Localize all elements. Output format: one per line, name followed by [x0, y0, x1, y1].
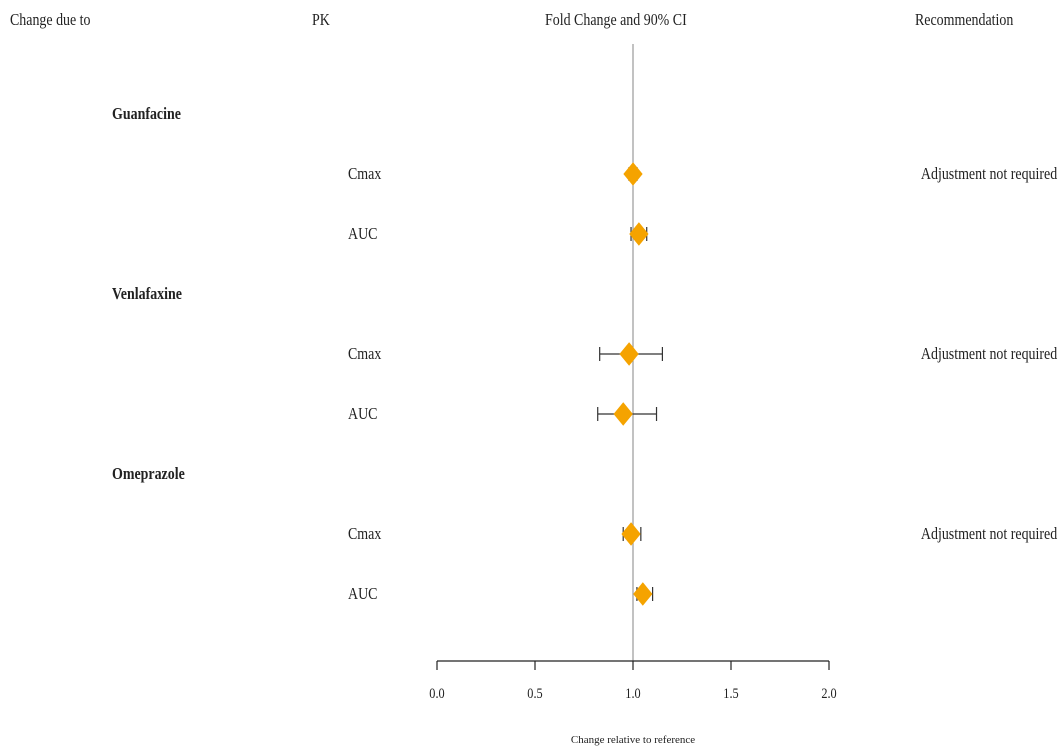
group-label-venlafaxine: Venlafaxine: [112, 284, 182, 303]
x-axis-label: Change relative to reference: [570, 734, 696, 746]
pk-label-venlafaxine-auc: AUC: [348, 404, 378, 423]
pk-label-omeprazole-auc: AUC: [348, 584, 378, 603]
group-label-guanfacine: Guanfacine: [112, 104, 181, 123]
estimate-marker-guanfacine-auc: [629, 222, 649, 246]
x-tick-label: 0.5: [527, 685, 542, 701]
header-change-due-to: Change due to: [10, 10, 91, 29]
pk-label-venlafaxine-cmax: Cmax: [348, 344, 382, 363]
x-tick-label: 1.0: [625, 685, 640, 701]
header-recommendation: Recommendation: [915, 10, 1014, 29]
estimate-marker-omeprazole-cmax: [621, 522, 641, 546]
header-fold-change: Fold Change and 90% CI: [545, 10, 687, 29]
x-tick-label: 1.5: [723, 685, 738, 701]
x-tick-label: 0.0: [429, 685, 444, 701]
header-pk: PK: [312, 10, 330, 29]
estimate-marker-venlafaxine-auc: [613, 402, 633, 426]
x-tick-label: 2.0: [821, 685, 836, 701]
pk-label-omeprazole-cmax: Cmax: [348, 524, 382, 543]
estimate-marker-omeprazole-auc: [633, 582, 653, 606]
estimate-marker-guanfacine-cmax: [623, 162, 643, 186]
recommendation-guanfacine: Adjustment not required: [920, 164, 1057, 183]
recommendation-omeprazole: Adjustment not required: [920, 524, 1057, 543]
recommendation-venlafaxine: Adjustment not required: [920, 344, 1057, 363]
pk-label-guanfacine-auc: AUC: [348, 224, 378, 243]
pk-label-guanfacine-cmax: Cmax: [348, 164, 382, 183]
estimate-marker-venlafaxine-cmax: [619, 342, 639, 366]
group-label-omeprazole: Omeprazole: [112, 464, 185, 483]
